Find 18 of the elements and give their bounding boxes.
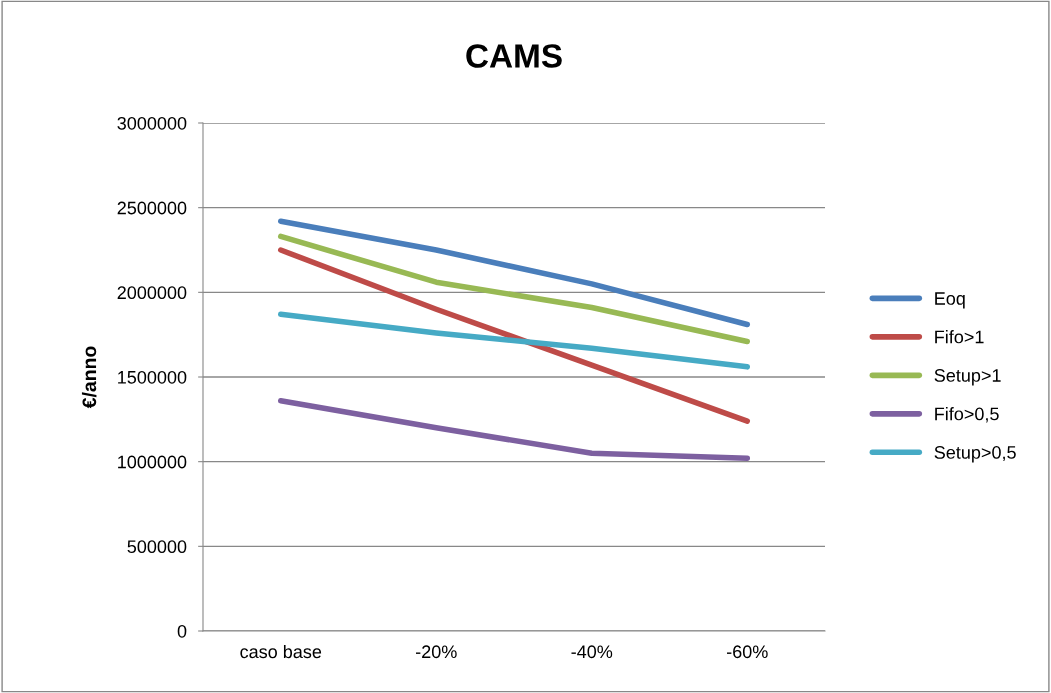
legend-label: Fifo>1 [935, 330, 984, 344]
legend-label: Fifo>0,5 [935, 407, 999, 423]
y-tick-label: 2500000 [117, 201, 187, 215]
x-tick-label: caso base [240, 644, 322, 659]
y-tick-label: 0 [177, 624, 187, 638]
x-tick-label: -40% [571, 645, 613, 659]
y-axis-title: €/anno [81, 346, 97, 409]
legend-label: Eoq [935, 292, 965, 309]
x-tick-label: -20% [415, 645, 457, 659]
legend-label: Setup>1 [934, 369, 1001, 386]
chart-title: CAMS [466, 44, 562, 68]
y-tick-label: 3000000 [117, 116, 187, 130]
x-tick-label: -60% [726, 645, 768, 659]
y-tick-label: 1000000 [118, 455, 187, 469]
legend-label: Setup>0,5 [934, 446, 1016, 463]
y-tick-label: 2000000 [117, 286, 187, 300]
y-tick-label: 1500000 [118, 370, 187, 384]
y-tick-label: 500000 [127, 540, 187, 554]
